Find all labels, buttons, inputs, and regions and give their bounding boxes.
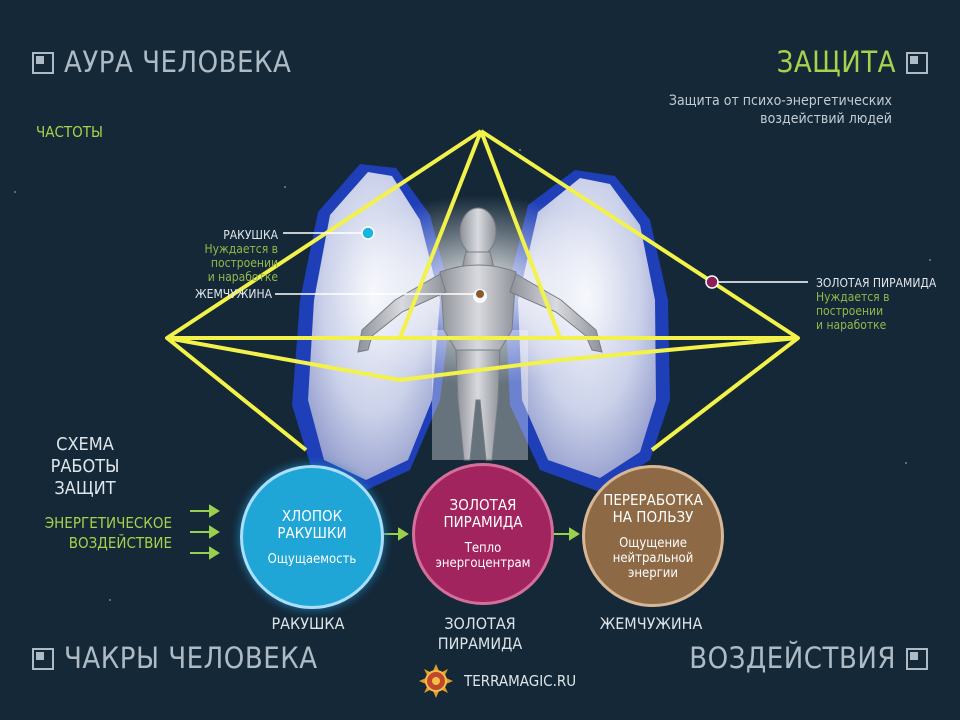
- nav-chakry-label: ЧАКРЫ ЧЕЛОВЕКА: [64, 641, 318, 675]
- arrow-right-icon: [190, 504, 220, 560]
- logo-text: TERRAMAGIC.RU: [464, 672, 577, 690]
- circle-subtitle: энергии: [627, 565, 679, 581]
- callout-rakushka-note-2: и наработке: [207, 270, 278, 284]
- golden-pyramid: [165, 129, 800, 452]
- circle-label-rakushka: РАКУШКА: [271, 614, 345, 633]
- energy-line-2: ВОЗДЕЙСТВИЕ: [68, 534, 172, 552]
- window-icon: [32, 647, 54, 670]
- dot-marker-icon: [361, 226, 375, 240]
- circle-subtitle: Ощущение: [619, 535, 687, 551]
- chastoty-label: ЧАСТОТЫ: [36, 123, 103, 141]
- callout-rakushka-title: РАКУШКА: [223, 228, 278, 242]
- circle-label-pyramid: ЗОЛОТАЯ ПИРАМИДА: [420, 614, 540, 654]
- circle-subtitle: энергоцентрам: [435, 556, 531, 571]
- callout-pyramid-note-1: Нуждается в построении: [816, 290, 890, 318]
- callout-rakushka-note-1: Нуждается в построении: [204, 242, 278, 270]
- circle-shell-clap: ХЛОПОК РАКУШКИ Ощущаемость: [240, 465, 384, 609]
- nav-aura[interactable]: АУРА ЧЕЛОВЕКА: [32, 48, 291, 77]
- stars: [14, 149, 931, 601]
- window-icon: [906, 51, 928, 74]
- sun-emblem-icon: [419, 664, 453, 698]
- callout-rakushka: РАКУШКА Нуждается в построении и наработ…: [140, 228, 278, 284]
- circle-title: ХЛОПОК: [281, 506, 343, 525]
- nav-zashita-label: ЗАЩИТА: [776, 45, 896, 79]
- circle-title: НА ПОЛЬЗУ: [612, 507, 694, 526]
- circle-subtitle: Тепло: [464, 541, 502, 556]
- nav-aura-label: АУРА ЧЕЛОВЕКА: [64, 45, 292, 79]
- page-subtitle: Защита от психо-энергетических воздейств…: [632, 92, 892, 128]
- nav-vozdeystviya-label: ВОЗДЕЙСТВИЯ: [689, 641, 896, 675]
- circle-label-zhemchuzhina: ЖЕМЧУЖИНА: [599, 614, 703, 633]
- human-figure: [357, 207, 603, 461]
- callout-pyramid-title: ЗОЛОТАЯ ПИРАМИДА: [816, 276, 937, 290]
- circle-processing: ПЕРЕРАБОТКА НА ПОЛЬЗУ Ощущение нейтральн…: [582, 465, 724, 607]
- nav-zashita[interactable]: ЗАЩИТА: [777, 48, 928, 77]
- schema-heading: СХЕМА РАБОТЫ ЗАЩИТ: [20, 434, 150, 500]
- callout-pyramid: ЗОЛОТАЯ ПИРАМИДА Нуждается в построении …: [816, 276, 956, 332]
- dot-marker-icon: [705, 275, 719, 289]
- energy-line-1: ЭНЕРГЕТИЧЕСКОЕ: [44, 514, 172, 532]
- circle-title: ЗОЛОТАЯ: [449, 496, 517, 514]
- circle-title: ПИРАМИДА: [443, 513, 523, 531]
- circle-golden-pyramid: ЗОЛОТАЯ ПИРАМИДА Тепло энергоцентрам: [412, 463, 554, 605]
- callout-pyramid-note-2: и наработке: [816, 318, 887, 332]
- schema-line-2: ЗАЩИТ: [54, 478, 116, 499]
- nav-vozdeystviya[interactable]: ВОЗДЕЙСТВИЯ: [689, 644, 928, 673]
- nav-chakry[interactable]: ЧАКРЫ ЧЕЛОВЕКА: [32, 644, 318, 673]
- window-icon: [906, 647, 928, 670]
- subtitle-line-2: воздействий людей: [760, 111, 892, 127]
- arrow-right-icon: [383, 527, 580, 541]
- energy-impact-label: ЭНЕРГЕТИЧЕСКОЕ ВОЗДЕЙСТВИЕ: [40, 513, 172, 553]
- circle-subtitle: Ощущаемость: [267, 551, 357, 567]
- pearl-dot: [476, 290, 484, 298]
- circle-label-pyramid-line-2: ПИРАМИДА: [437, 634, 523, 653]
- circle-title: РАКУШКИ: [277, 523, 347, 542]
- subtitle-line-1: Защита от психо-энергетических: [668, 93, 892, 109]
- circle-subtitle: нейтральной: [612, 550, 694, 566]
- schema-line-1: СХЕМА РАБОТЫ: [50, 434, 120, 477]
- circle-title: ПЕРЕРАБОТКА: [603, 490, 703, 509]
- callout-zhemchuzhina: ЖЕМЧУЖИНА: [195, 287, 272, 301]
- site-logo[interactable]: TERRAMAGIC.RU: [418, 663, 576, 699]
- circle-label-pyramid-line-1: ЗОЛОТАЯ: [444, 614, 516, 633]
- window-icon: [32, 51, 54, 74]
